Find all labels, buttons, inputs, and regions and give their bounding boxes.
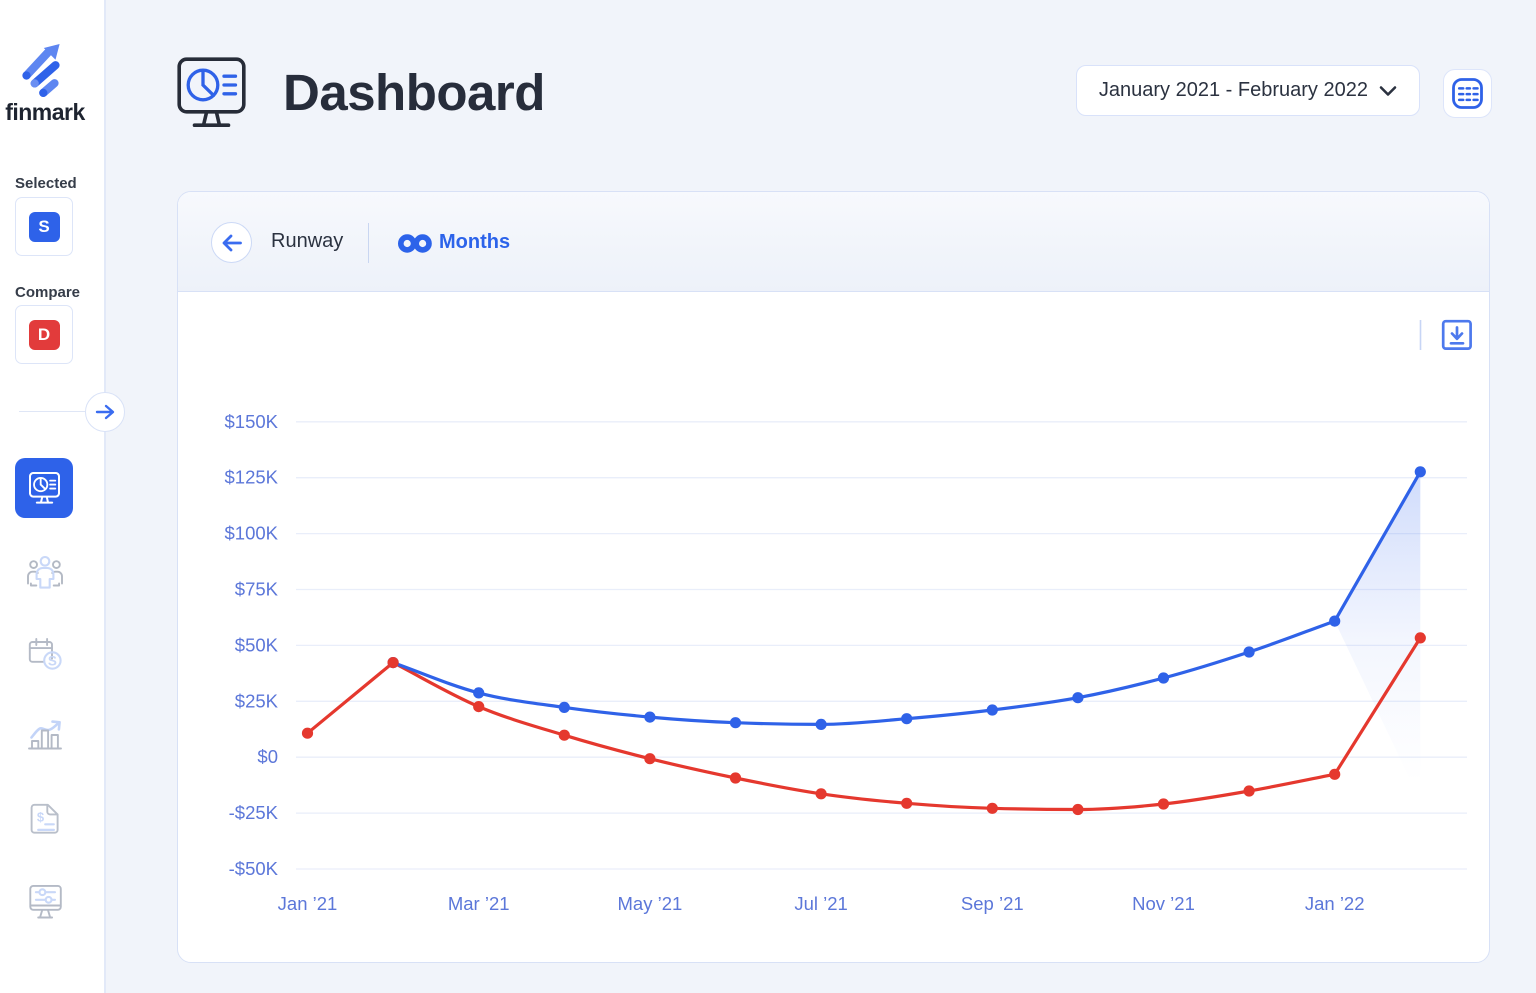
svg-text:$25K: $25K — [235, 690, 279, 711]
svg-text:$125K: $125K — [225, 467, 279, 488]
svg-text:$75K: $75K — [235, 579, 279, 600]
svg-text:$: $ — [36, 810, 44, 825]
svg-text:Mar ’21: Mar ’21 — [448, 893, 510, 914]
svg-text:Jul ’21: Jul ’21 — [794, 893, 847, 914]
svg-text:Nov ’21: Nov ’21 — [1132, 893, 1195, 914]
svg-text:-$50K: -$50K — [229, 858, 279, 879]
svg-text:Sep ’21: Sep ’21 — [961, 893, 1024, 914]
svg-text:S: S — [47, 653, 56, 668]
svg-text:$150K: $150K — [225, 411, 279, 432]
svg-text:Jan ’21: Jan ’21 — [278, 893, 338, 914]
svg-text:$100K: $100K — [225, 523, 279, 544]
svg-text:$0: $0 — [257, 746, 278, 767]
svg-text:Jan ’22: Jan ’22 — [1305, 893, 1365, 914]
svg-text:$50K: $50K — [235, 634, 279, 655]
svg-text:May ’21: May ’21 — [618, 893, 683, 914]
svg-text:-$25K: -$25K — [229, 802, 279, 823]
